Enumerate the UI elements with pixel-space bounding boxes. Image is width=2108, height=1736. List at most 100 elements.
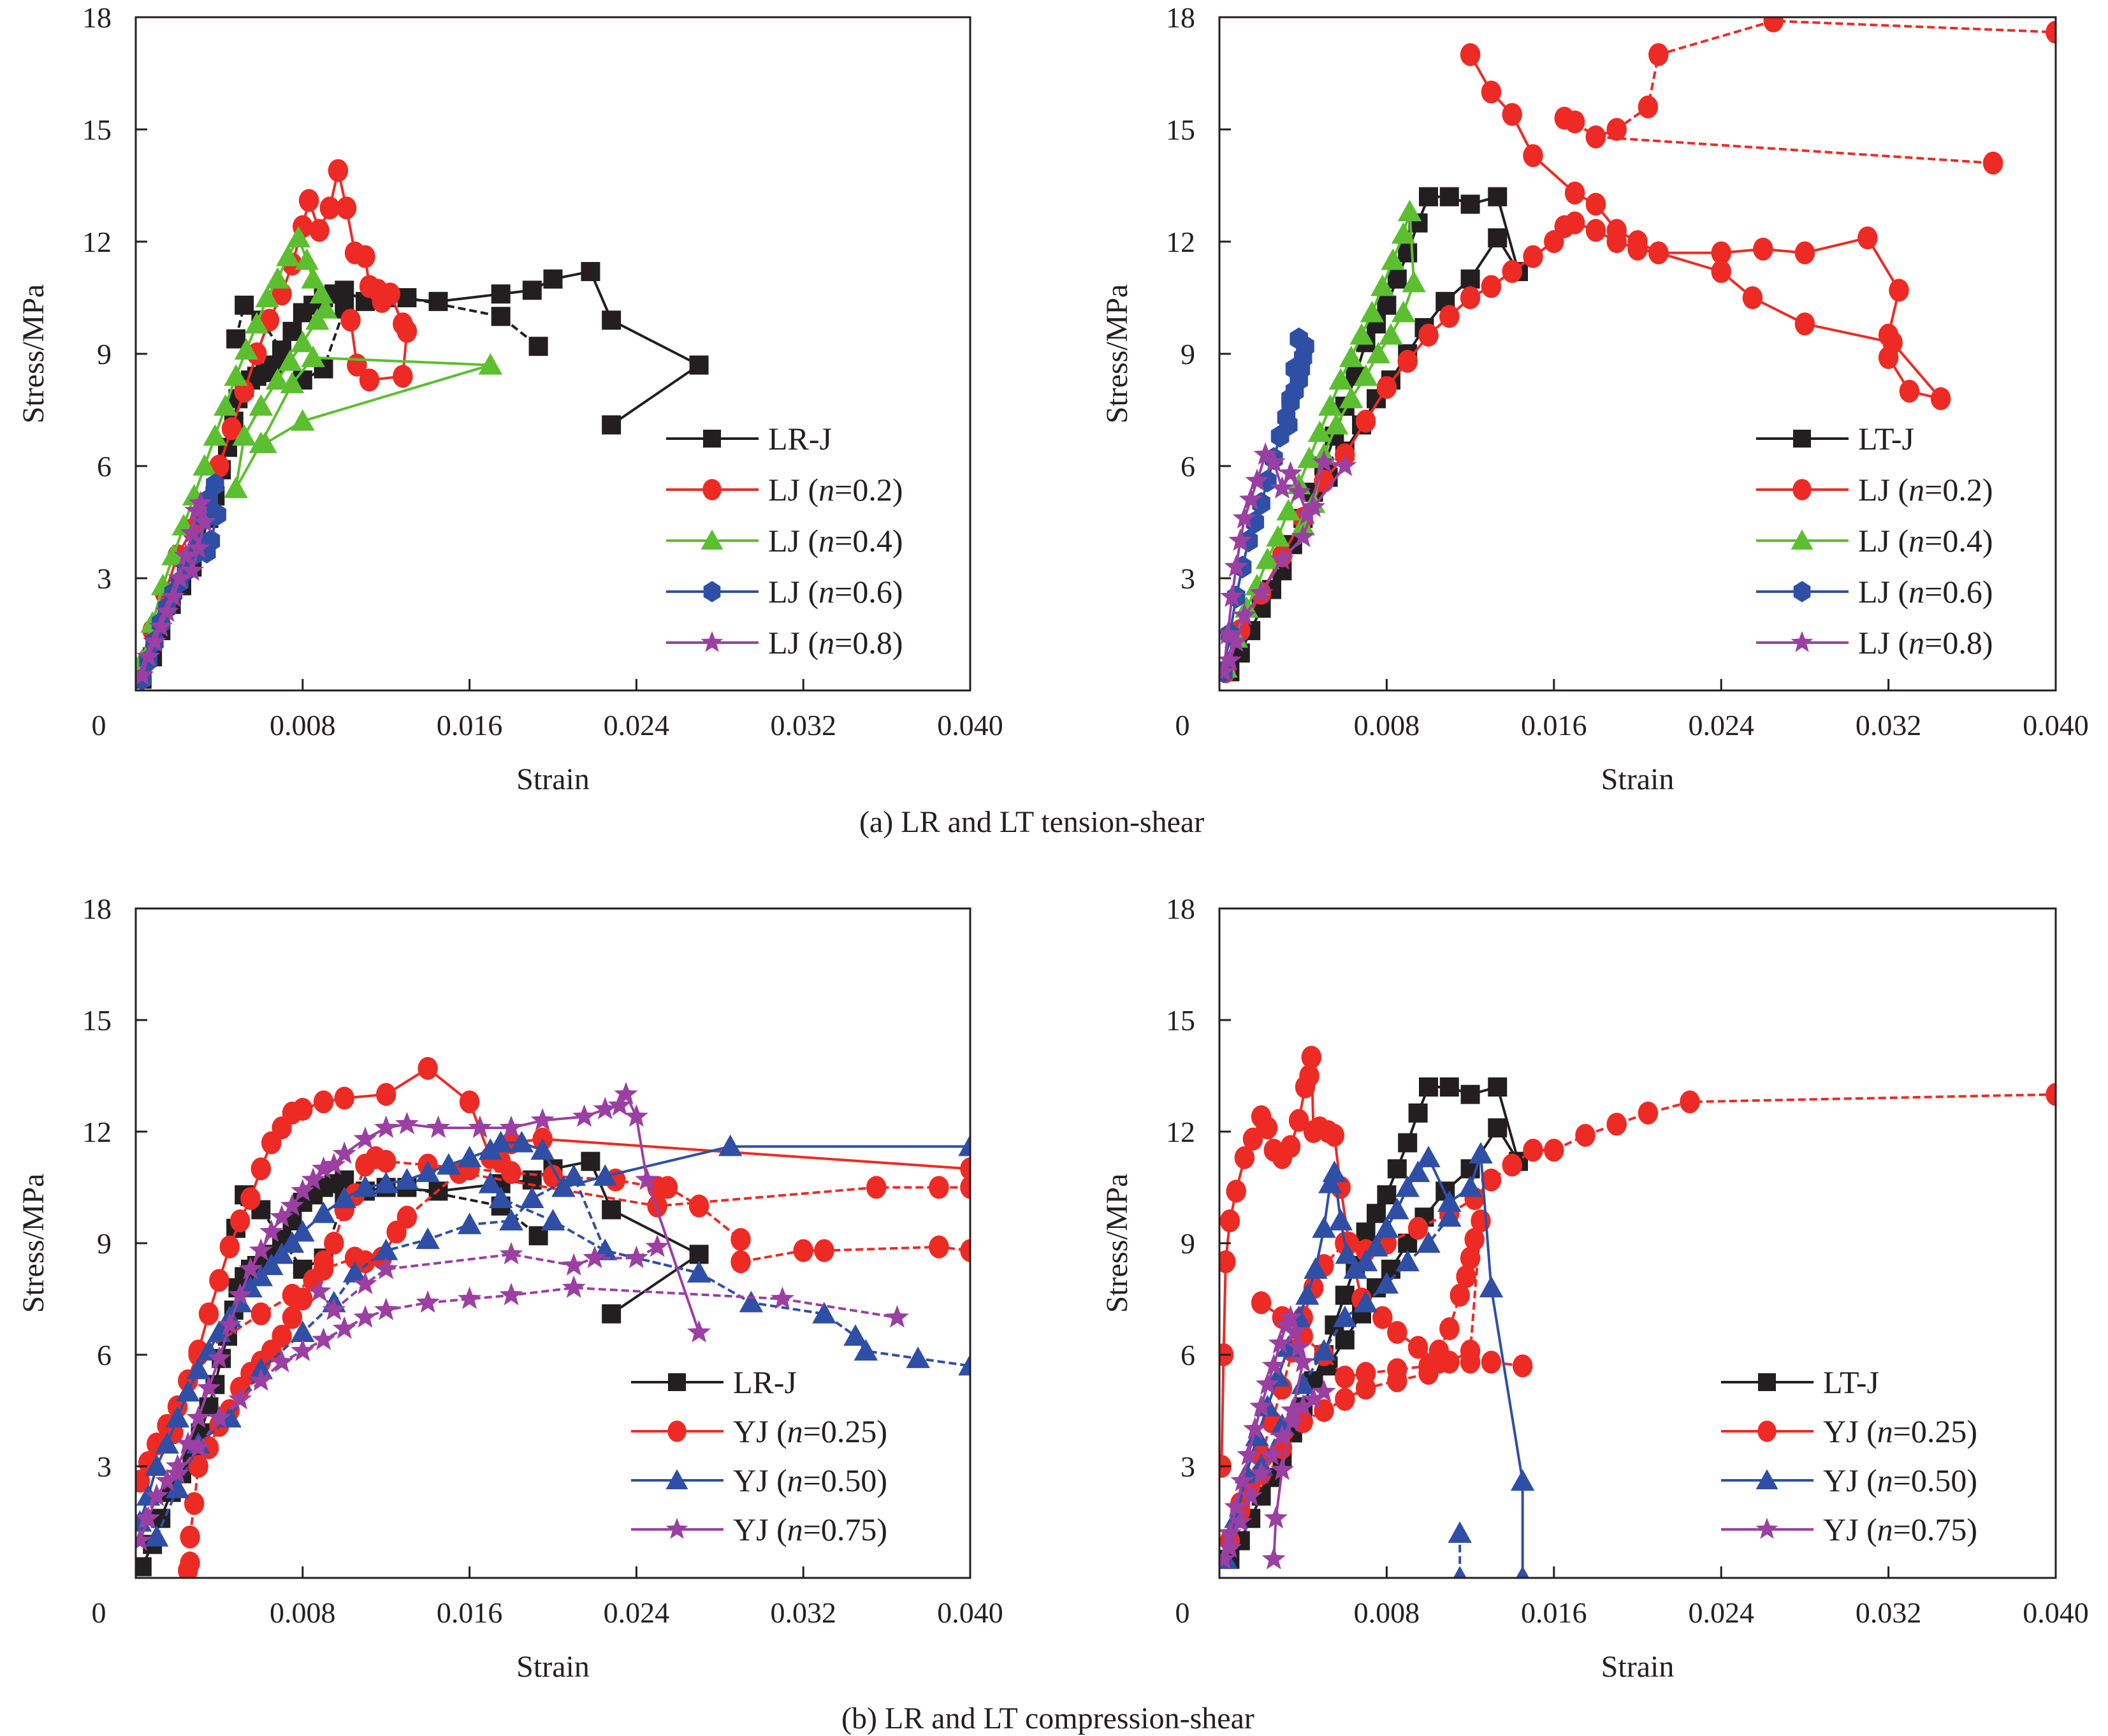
legend-label: YJ (n=0.50) — [1823, 1462, 1977, 1498]
x-tick-label: 0.016 — [437, 709, 503, 741]
data-point — [180, 558, 204, 581]
data-point — [468, 1115, 492, 1138]
x-tick-label: 0.040 — [937, 1596, 1003, 1629]
data-point — [416, 1227, 440, 1250]
data-point — [229, 1209, 251, 1232]
data-point — [1889, 279, 1909, 302]
data-point — [1219, 648, 1242, 671]
y-tick-label: 18 — [82, 893, 112, 925]
data-point — [689, 355, 709, 375]
y-tick-label: 15 — [1166, 1004, 1195, 1037]
legend-label-suffix: =0.6) — [834, 574, 903, 609]
data-point — [1279, 413, 1298, 437]
data-point — [1439, 305, 1460, 328]
data-point — [353, 1305, 377, 1328]
legend-item: YJ (n=0.25) — [1721, 1413, 1977, 1449]
data-point — [395, 1168, 419, 1190]
data-point — [1502, 1153, 1522, 1177]
data-point — [522, 281, 542, 300]
data-point — [286, 226, 311, 248]
data-point — [395, 1111, 419, 1135]
data-point — [530, 1138, 555, 1160]
data-point — [374, 1115, 398, 1138]
data-point — [1437, 1190, 1462, 1212]
data-point — [929, 1235, 949, 1258]
legend-marker-hexagon-icon — [703, 581, 721, 602]
legend-label-italic: n — [1877, 1413, 1893, 1449]
x-tick-label: 0.032 — [770, 1596, 836, 1629]
data-point — [203, 424, 228, 446]
data-point — [1408, 1103, 1428, 1123]
data-point — [1982, 151, 2003, 175]
data-point — [1270, 1424, 1294, 1447]
legend-label-prefix: YJ ( — [1823, 1462, 1877, 1498]
legend-marker-star-icon — [701, 631, 723, 652]
data-point — [607, 1093, 632, 1116]
y-tick-label: 3 — [1181, 562, 1195, 595]
data-point — [1564, 110, 1585, 134]
data-point — [1253, 442, 1277, 465]
data-point — [530, 1108, 555, 1131]
legend-label-prefix: LJ ( — [1858, 523, 1908, 558]
data-point — [1224, 629, 1248, 652]
caption-a: (a) LR and LT tension-shear — [859, 805, 1205, 839]
data-point — [1242, 1127, 1263, 1151]
data-point — [305, 308, 330, 330]
legend-marker-star-icon — [1755, 1517, 1778, 1539]
data-point — [1439, 1077, 1459, 1097]
data-point — [1360, 300, 1385, 323]
data-point — [249, 1238, 273, 1261]
legend-label: LJ (n=0.2) — [768, 472, 903, 507]
data-point — [396, 319, 418, 343]
data-point — [929, 1176, 949, 1199]
data-point — [1407, 1216, 1428, 1240]
data-point — [1232, 506, 1256, 529]
data-point — [301, 1167, 325, 1190]
series-line-yj-n-0-75-c — [318, 1246, 658, 1311]
legend-marker-square-icon — [668, 1373, 686, 1391]
data-point — [624, 1245, 648, 1269]
data-point — [245, 312, 269, 334]
data-point — [155, 1468, 179, 1492]
data-point — [332, 1316, 356, 1339]
legend-label-italic: n — [818, 625, 834, 660]
y-axis-label: Stress/MPa — [17, 1174, 50, 1313]
data-point — [374, 1171, 398, 1193]
data-point — [1249, 580, 1274, 604]
legend-label-prefix: LJ ( — [1858, 625, 1908, 660]
data-point — [1437, 1205, 1462, 1227]
legend-label-italic: n — [787, 1413, 803, 1449]
data-point — [1460, 1350, 1481, 1374]
legend-label-italic: n — [1908, 625, 1924, 660]
data-point — [2046, 1083, 2056, 1106]
data-point — [1364, 1235, 1388, 1257]
data-point — [1387, 1321, 1407, 1344]
data-point — [1575, 1123, 1596, 1147]
data-point — [291, 409, 315, 431]
legend: LR-JLJ (n=0.2)LJ (n=0.4)LJ (n=0.6)LJ (n=… — [666, 421, 903, 660]
legend-item: YJ (n=0.50) — [631, 1462, 887, 1498]
data-point — [1249, 1394, 1274, 1417]
data-point — [551, 1175, 576, 1197]
data-point — [311, 1156, 336, 1179]
legend-label-suffix: =0.25) — [803, 1413, 887, 1449]
data-point — [812, 1302, 836, 1324]
data-point — [1753, 237, 1773, 261]
legend-item: LJ (n=0.8) — [666, 625, 903, 660]
data-point — [1419, 187, 1438, 207]
data-point — [1439, 1317, 1460, 1341]
data-point — [1481, 275, 1502, 298]
data-point — [593, 1164, 618, 1186]
y-tick-label: 9 — [1181, 1227, 1195, 1260]
data-point — [1648, 43, 1669, 66]
data-point — [1232, 603, 1256, 626]
legend-item: YJ (n=0.75) — [1721, 1512, 1977, 1547]
data-point — [332, 1186, 356, 1208]
data-point — [259, 1253, 284, 1275]
data-point — [313, 1090, 334, 1114]
data-point — [165, 1477, 190, 1498]
data-point — [583, 1245, 607, 1269]
data-point — [355, 245, 375, 268]
legend-label-suffix: =0.75) — [803, 1512, 887, 1547]
